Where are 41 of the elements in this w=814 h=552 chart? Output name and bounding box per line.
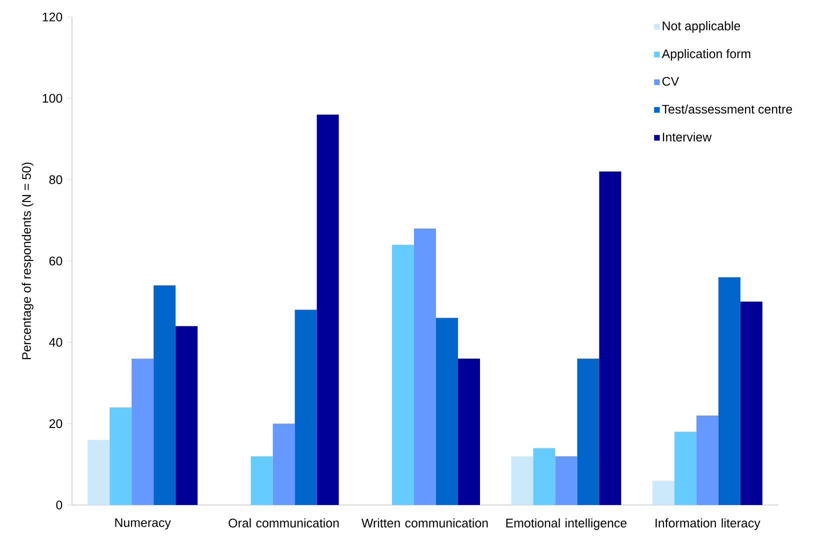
legend-label: Test/assessment centre: [662, 104, 792, 114]
bar: [458, 358, 480, 505]
bar: [88, 440, 110, 505]
bar: [414, 228, 436, 505]
bar: [176, 326, 198, 505]
x-tick-label: Written communication: [362, 518, 488, 528]
x-tick-label: Information literacy: [656, 518, 760, 530]
bar: [652, 480, 674, 505]
bar: [740, 302, 762, 505]
bar: [132, 358, 154, 505]
x-tick-label: Emotional intelligence: [506, 518, 627, 530]
bar: [533, 448, 556, 505]
bar: [696, 416, 718, 505]
bar: [718, 277, 740, 505]
bar: [436, 318, 458, 505]
bar: [599, 172, 622, 505]
legend-label: Interview: [662, 132, 712, 142]
y-tick-label: 0: [56, 500, 62, 510]
x-tick-label: Oral communication: [228, 518, 339, 528]
y-tick-label: 120: [42, 12, 62, 22]
bar: [272, 424, 295, 505]
y-axis-title: Percentage of respondents (N = 50): [22, 162, 34, 360]
x-tick-label: Numeracy: [115, 518, 171, 530]
bar: [577, 358, 600, 505]
legend-label: CV: [662, 76, 680, 86]
y-tick-label: 20: [49, 419, 62, 428]
bar: [110, 407, 132, 505]
y-tick-label: 60: [49, 256, 62, 266]
bar: [294, 310, 317, 505]
bar: [555, 456, 578, 505]
bar: [316, 114, 339, 505]
legend-label: Application form: [662, 49, 750, 61]
bar: [250, 456, 273, 505]
bar: [392, 244, 414, 505]
y-tick-label: 80: [49, 175, 62, 184]
bar: [154, 285, 176, 505]
y-tick-label: 100: [42, 94, 62, 103]
bar: [511, 456, 534, 505]
y-tick-label: 40: [49, 338, 62, 347]
bar: [674, 432, 696, 505]
legend-label: Not applicable: [662, 21, 740, 33]
